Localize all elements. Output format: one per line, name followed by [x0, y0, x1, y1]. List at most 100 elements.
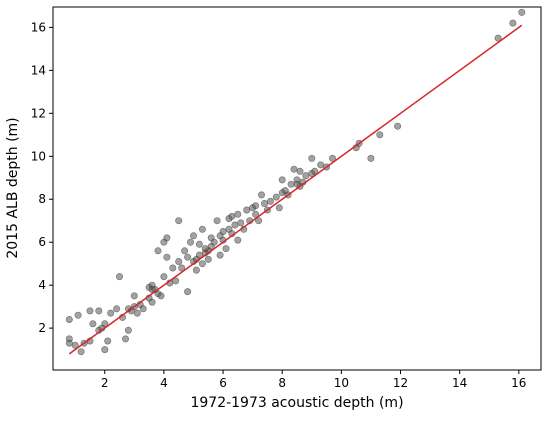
data-point	[157, 292, 165, 300]
data-point	[89, 320, 97, 328]
y-axis-ticks: 2 4 6 8 10 12 14 16	[31, 20, 53, 335]
data-point	[290, 165, 298, 173]
y-tick-label: 6	[38, 235, 46, 249]
data-point	[122, 335, 130, 343]
x-tick-label: 4	[160, 376, 168, 390]
data-point	[257, 191, 265, 199]
data-point	[169, 264, 177, 272]
data-point	[237, 219, 245, 227]
data-point	[65, 315, 73, 323]
data-point	[252, 202, 260, 210]
x-axis-ticks: 2 4 6 8 10 12 14 16	[101, 370, 526, 390]
data-point	[222, 245, 230, 253]
data-point	[266, 197, 274, 205]
data-point	[74, 311, 82, 319]
data-point	[311, 167, 319, 175]
data-point	[113, 305, 121, 313]
data-point	[287, 180, 295, 188]
data-point	[148, 298, 156, 306]
y-tick-label: 14	[31, 63, 46, 77]
data-point	[175, 257, 183, 265]
data-point	[509, 19, 517, 27]
data-point	[104, 337, 112, 345]
data-point	[124, 326, 132, 334]
data-point	[216, 232, 224, 240]
data-point	[163, 253, 171, 261]
data-point	[65, 339, 73, 347]
data-point	[116, 273, 124, 281]
data-point	[133, 309, 141, 317]
data-point	[234, 210, 242, 218]
data-point	[231, 221, 239, 229]
data-point	[317, 161, 325, 169]
data-point	[210, 238, 218, 246]
data-point	[255, 217, 263, 225]
y-tick-label: 16	[31, 20, 46, 34]
x-axis-label: 1972-1973 acoustic depth (m)	[190, 395, 403, 411]
plot-frame	[52, 6, 542, 371]
data-point	[518, 8, 526, 16]
x-tick-label: 2	[101, 376, 109, 390]
x-tick-label: 16	[511, 376, 526, 390]
y-tick-label: 10	[31, 149, 46, 163]
data-point	[243, 206, 251, 214]
data-point	[148, 285, 156, 293]
data-point	[216, 251, 224, 259]
x-tick-label: 10	[334, 376, 349, 390]
data-point	[184, 288, 192, 296]
data-point	[228, 212, 236, 220]
data-point	[95, 307, 103, 315]
data-point	[328, 154, 336, 162]
x-tick-label: 12	[393, 376, 408, 390]
data-point	[376, 131, 384, 139]
data-point	[163, 234, 171, 242]
y-axis-label: 2015 ALB depth (m)	[5, 117, 21, 258]
x-tick-label: 6	[219, 376, 227, 390]
data-point	[77, 348, 85, 356]
data-point	[175, 217, 183, 225]
data-point	[107, 309, 115, 317]
data-point	[278, 176, 286, 184]
data-point	[154, 247, 162, 255]
fit-line	[68, 24, 523, 355]
data-point	[234, 236, 242, 244]
data-point	[178, 264, 186, 272]
data-point	[260, 200, 268, 208]
y-tick-label: 2	[38, 321, 46, 335]
data-point	[198, 225, 206, 233]
y-tick-label: 12	[31, 106, 46, 120]
y-tick-label: 4	[38, 278, 46, 292]
data-point	[275, 204, 283, 212]
data-point	[272, 193, 280, 201]
data-point	[71, 341, 79, 349]
y-tick-label: 8	[38, 192, 46, 206]
data-point	[101, 346, 109, 354]
data-point	[198, 260, 206, 268]
x-tick-label: 8	[278, 376, 286, 390]
data-point	[181, 247, 189, 255]
data-point	[130, 292, 138, 300]
data-point	[187, 238, 195, 246]
data-point	[192, 266, 200, 274]
x-tick-label: 14	[452, 376, 467, 390]
data-point	[367, 154, 375, 162]
data-point	[195, 240, 203, 248]
data-point	[252, 210, 260, 218]
data-point	[172, 277, 180, 285]
data-point	[296, 167, 304, 175]
data-point	[302, 172, 310, 180]
data-point	[190, 232, 198, 240]
data-point	[139, 305, 147, 313]
data-point	[494, 34, 502, 42]
data-point	[160, 273, 168, 281]
data-point	[204, 255, 212, 263]
data-point	[213, 217, 221, 225]
data-point	[308, 154, 316, 162]
data-point	[394, 122, 402, 130]
data-point	[86, 307, 94, 315]
data-point	[293, 180, 301, 188]
data-point	[201, 245, 209, 253]
data-point	[184, 253, 192, 261]
data-point	[101, 320, 109, 328]
